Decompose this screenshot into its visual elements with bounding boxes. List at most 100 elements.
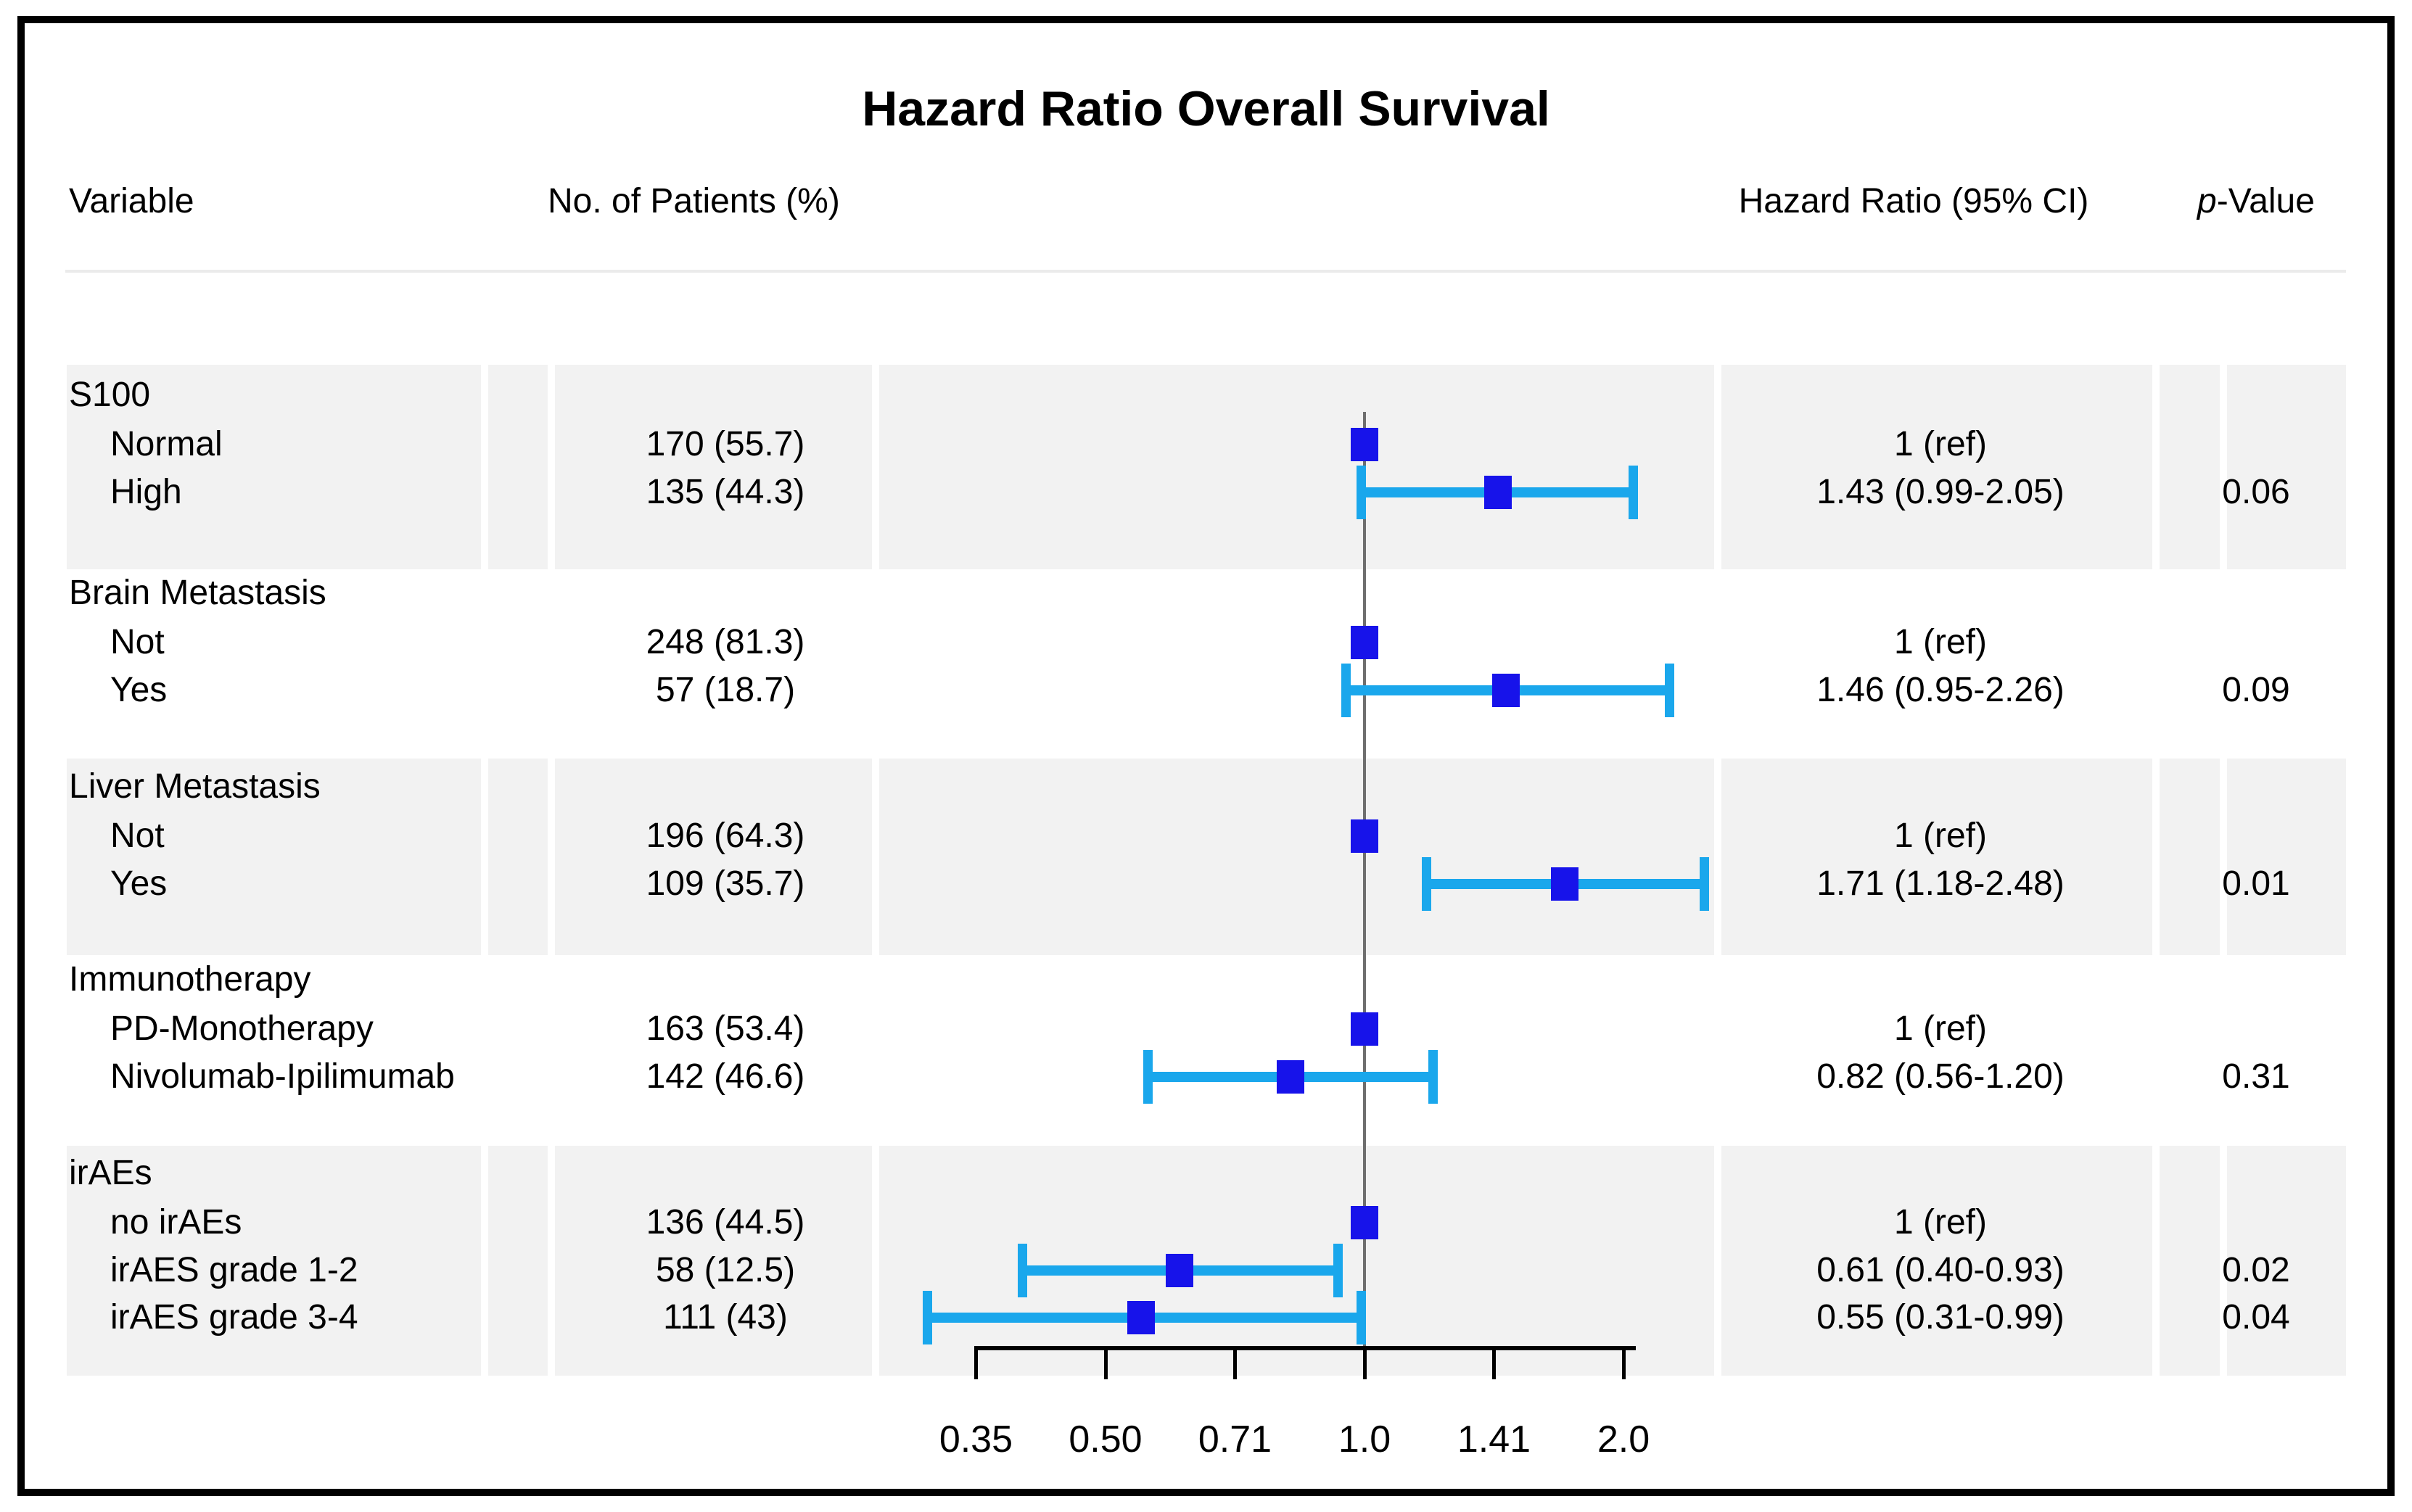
row-variable-label: irAES grade 1-2	[110, 1250, 358, 1289]
row-patients-value: 248 (81.3)	[646, 623, 805, 661]
row-p-value: 0.31	[2222, 1057, 2290, 1096]
hazard-ratio-marker	[1491, 673, 1520, 707]
row-variable-label: Normal	[110, 425, 223, 463]
row-p-value: 0.06	[2222, 472, 2290, 511]
row-hazard-ratio-value: 0.61 (0.40-0.93)	[1816, 1250, 2065, 1289]
row-hazard-ratio-value: 1.43 (0.99-2.05)	[1816, 472, 2065, 511]
x-axis-tick-label: 1.41	[1457, 1418, 1531, 1461]
row-p-value: 0.04	[2222, 1298, 2290, 1337]
x-axis-tick	[1104, 1346, 1108, 1379]
row-patients-value: 163 (53.4)	[646, 1009, 805, 1048]
column-header-patients: No. of Patients (%)	[548, 182, 840, 220]
x-axis-tick-label: 2.0	[1597, 1418, 1650, 1461]
row-hazard-ratio-value: 0.82 (0.56-1.20)	[1816, 1057, 2065, 1096]
reference-marker	[1351, 428, 1378, 461]
x-axis-tick	[1233, 1346, 1238, 1379]
row-hazard-ratio-value: 1 (ref)	[1893, 817, 1987, 855]
ci-cap-right	[1333, 1243, 1343, 1297]
row-patients-value: 142 (46.6)	[646, 1057, 805, 1096]
x-axis-tick	[1492, 1346, 1497, 1379]
column-header-variable: Variable	[69, 182, 194, 220]
row-hazard-ratio-value: 1 (ref)	[1893, 1203, 1987, 1242]
column-gutter	[481, 365, 488, 1376]
row-variable-label: Yes	[110, 670, 168, 709]
reference-marker	[1351, 1012, 1378, 1046]
column-gutter	[2152, 365, 2160, 1376]
reference-line-hr1	[1363, 412, 1366, 1347]
row-variable-label: High	[110, 472, 182, 511]
ci-cap-right	[1628, 465, 1638, 519]
row-patients-value: 109 (35.7)	[646, 864, 805, 903]
x-axis-tick-label: 1.0	[1338, 1418, 1391, 1461]
x-axis-tick-label: 0.50	[1069, 1418, 1143, 1461]
ci-cap-left	[1341, 663, 1351, 717]
row-variable-label: irAES grade 3-4	[110, 1298, 358, 1337]
row-patients-value: 196 (64.3)	[646, 817, 805, 855]
page-title: Hazard Ratio Overall Survival	[862, 81, 1550, 136]
ci-cap-right	[1699, 856, 1709, 911]
group-band	[67, 759, 2346, 955]
column-gutter	[2220, 365, 2227, 1376]
row-variable-label: Not	[110, 817, 165, 855]
hazard-ratio-marker	[1166, 1253, 1194, 1287]
row-patients-value: 58 (12.5)	[655, 1250, 796, 1289]
row-variable-label: PD-Monotherapy	[110, 1009, 374, 1048]
row-hazard-ratio-value: 1 (ref)	[1893, 623, 1987, 661]
reference-marker	[1351, 626, 1378, 659]
row-patients-value: 170 (55.7)	[646, 425, 805, 463]
figure-border	[17, 16, 2395, 1496]
row-hazard-ratio-value: 1.71 (1.18-2.48)	[1816, 864, 2065, 903]
ci-cap-left	[1143, 1049, 1153, 1104]
hazard-ratio-marker	[1276, 1059, 1304, 1094]
x-axis-tick	[1622, 1346, 1626, 1379]
row-patients-value: 111 (43)	[663, 1298, 788, 1337]
group-band	[67, 1146, 2346, 1376]
row-hazard-ratio-value: 1 (ref)	[1893, 425, 1987, 463]
row-p-value: 0.02	[2222, 1250, 2290, 1289]
ci-cap-right	[1428, 1049, 1438, 1104]
column-gutter	[1714, 365, 1721, 1376]
group-label: S100	[69, 376, 151, 414]
ci-cap-left	[1356, 465, 1366, 519]
column-gutter	[548, 365, 555, 1376]
column-gutter	[872, 365, 879, 1376]
reference-marker	[1351, 1206, 1378, 1239]
row-p-value: 0.01	[2222, 864, 2290, 903]
ci-cap-right	[1356, 1291, 1366, 1344]
row-variable-label: Not	[110, 623, 165, 661]
reference-marker	[1351, 819, 1378, 853]
x-axis-tick	[974, 1346, 979, 1379]
ci-cap-left	[922, 1291, 932, 1344]
column-header-p-value: p-Value	[2147, 180, 2365, 223]
group-band	[67, 365, 2346, 569]
row-hazard-ratio-value: 1 (ref)	[1893, 1009, 1987, 1048]
group-label: irAEs	[69, 1154, 152, 1192]
row-patients-value: 57 (18.7)	[655, 670, 796, 709]
p-value-italic-p: p	[2197, 182, 2217, 220]
hazard-ratio-marker	[1551, 867, 1579, 901]
x-axis-tick-label: 0.71	[1198, 1418, 1272, 1461]
row-variable-label: Yes	[110, 864, 168, 903]
ci-cap-right	[1664, 663, 1674, 717]
row-variable-label: no irAEs	[110, 1203, 242, 1242]
hazard-ratio-marker	[1127, 1301, 1156, 1334]
row-variable-label: Nivolumab-Ipilimumab	[110, 1057, 455, 1096]
row-patients-value: 135 (44.3)	[646, 472, 805, 511]
hazard-ratio-marker	[1484, 475, 1512, 509]
group-label: Liver Metastasis	[69, 767, 321, 806]
x-axis-tick	[1363, 1346, 1367, 1379]
ci-cap-left	[1422, 856, 1432, 911]
row-hazard-ratio-value: 1.46 (0.95-2.26)	[1816, 670, 2065, 709]
column-header-hazard-ratio: Hazard Ratio (95% CI)	[1738, 182, 2089, 220]
ci-cap-left	[1018, 1243, 1028, 1297]
row-p-value: 0.09	[2222, 670, 2290, 709]
p-value-rest: -Value	[2216, 182, 2315, 220]
row-hazard-ratio-value: 0.55 (0.31-0.99)	[1816, 1298, 2065, 1337]
header-divider	[65, 270, 2346, 273]
group-label: Brain Metastasis	[69, 574, 326, 612]
row-patients-value: 136 (44.5)	[646, 1203, 805, 1242]
x-axis-line	[976, 1346, 1636, 1350]
x-axis-tick-label: 0.35	[939, 1418, 1013, 1461]
group-label: Immunotherapy	[69, 960, 311, 999]
